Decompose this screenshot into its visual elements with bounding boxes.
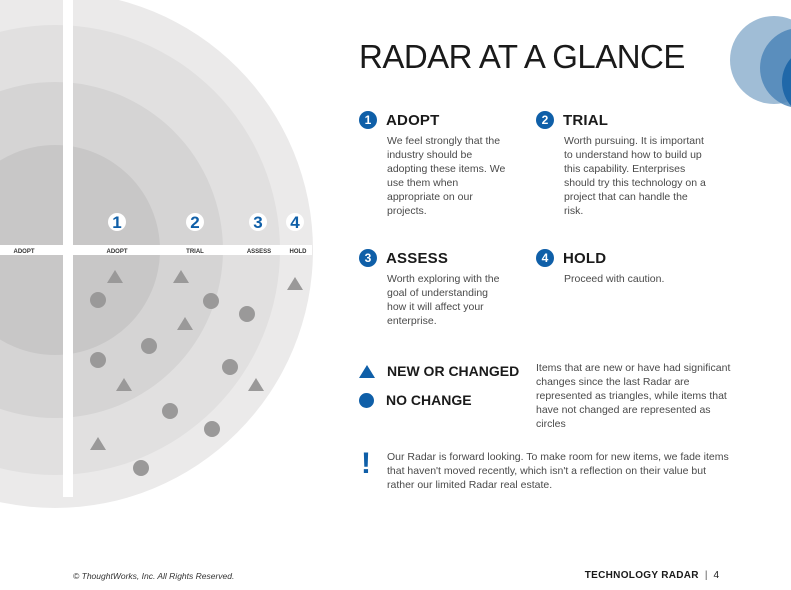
legend-new-or-changed: NEW OR CHANGED	[359, 363, 519, 379]
ring-adopt-block: 1 ADOPT We feel strongly that the indust…	[359, 110, 509, 218]
blip-circle	[222, 359, 238, 375]
triangle-icon	[359, 364, 375, 378]
blip-triangle	[173, 270, 189, 283]
blip-circle	[162, 403, 178, 419]
blip-triangle	[90, 437, 106, 450]
ring-description: Worth pursuing. It is important to under…	[564, 135, 706, 217]
blip-triangle	[287, 277, 303, 290]
exclamation-icon: !	[361, 447, 371, 480]
svg-text:2: 2	[190, 213, 199, 232]
legend-no-change: NO CHANGE	[359, 392, 472, 408]
ring-description: We feel strongly that the industry shoul…	[387, 135, 506, 217]
blip-circle	[203, 293, 219, 309]
radar-axis-label-assess: ASSESS	[247, 249, 271, 255]
ring-description: Worth exploring with the goal of underst…	[387, 273, 500, 327]
legend-explanation: Items that are new or have had significa…	[536, 362, 731, 430]
legend-label: NEW OR CHANGED	[387, 363, 520, 379]
radar-axis-label-hold: HOLD	[290, 249, 308, 255]
footer-brand: TECHNOLOGY RADAR	[584, 570, 699, 581]
ring-number-icon: 2	[536, 111, 554, 129]
svg-text:3: 3	[253, 213, 262, 232]
blip-triangle	[177, 317, 193, 330]
ring-description: Proceed with caution.	[564, 273, 665, 285]
radar-horizontal-axis	[0, 245, 312, 255]
footer-page-info: TECHNOLOGY RADAR | 4	[585, 570, 719, 581]
copyright-text: © ThoughtWorks, Inc. All Rights Reserved…	[73, 571, 235, 581]
ring-assess-block: 3 ASSESS Worth exploring with the goal o…	[359, 248, 509, 328]
svg-text:1: 1	[112, 213, 121, 232]
ring-number-icon: 3	[359, 249, 377, 267]
ring-number-icon: 1	[359, 111, 377, 129]
radar-ring-number-2: 2	[186, 213, 204, 232]
radar-note: Our Radar is forward looking. To make ro…	[387, 451, 729, 491]
blip-circle	[90, 352, 106, 368]
radar-ring-number-4: 4	[286, 213, 304, 232]
ring-hold-block: 4 HOLD Proceed with caution.	[536, 248, 708, 286]
page-title: RADAR AT A GLANCE	[359, 38, 685, 75]
ring-name: ADOPT	[386, 111, 440, 129]
ring-name: ASSESS	[386, 249, 449, 267]
ring-trial-block: 2 TRIAL Worth pursuing. It is important …	[536, 110, 708, 218]
radar-axis-label-adopt-left: ADOPT	[14, 249, 35, 255]
svg-text:4: 4	[290, 213, 300, 232]
blip-triangle	[116, 378, 132, 391]
blip-circle	[141, 338, 157, 354]
blip-circle	[90, 292, 106, 308]
blip-circle	[133, 460, 149, 476]
ring-name: TRIAL	[563, 111, 609, 129]
radar-axis-label-adopt: ADOPT	[107, 249, 128, 255]
legend-label: NO CHANGE	[386, 392, 472, 408]
circle-icon	[359, 392, 374, 408]
blip-triangle	[107, 270, 123, 283]
radar-ring-number-1: 1	[108, 213, 126, 232]
page-number: 4	[713, 570, 719, 581]
radar-ring-number-3: 3	[249, 213, 267, 232]
blip-triangle	[248, 378, 264, 391]
blip-circle	[204, 421, 220, 437]
ring-name: HOLD	[563, 249, 607, 267]
blip-circle	[239, 306, 255, 322]
footer-separator: |	[704, 570, 708, 581]
ring-number-icon: 4	[536, 249, 554, 267]
radar-axis-label-trial: TRIAL	[186, 249, 204, 255]
